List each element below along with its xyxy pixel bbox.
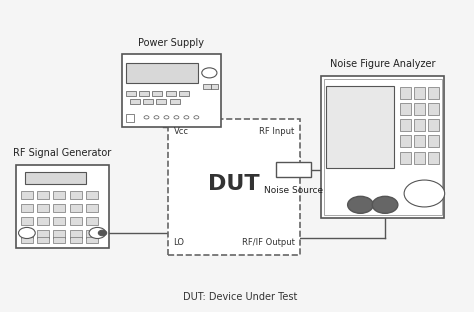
Bar (86, 204, 98, 212)
Bar (400, 152, 411, 164)
Bar (400, 87, 411, 99)
Text: Power Supply: Power Supply (138, 38, 204, 48)
Circle shape (154, 116, 159, 119)
Bar (86, 191, 98, 199)
Bar (428, 152, 439, 164)
Bar (203, 84, 211, 89)
Bar (324, 79, 442, 215)
Text: RF Signal Generator: RF Signal Generator (13, 149, 112, 158)
Bar (326, 86, 393, 168)
Bar (180, 90, 190, 96)
Bar (70, 237, 82, 243)
Bar (170, 99, 180, 104)
Bar (211, 84, 218, 89)
Circle shape (174, 116, 179, 119)
Bar (54, 230, 65, 238)
Bar (414, 103, 425, 115)
Circle shape (164, 116, 169, 119)
Bar (414, 152, 425, 164)
Bar (276, 163, 310, 177)
Bar (21, 237, 33, 243)
Bar (126, 90, 136, 96)
Text: RF/IF Output: RF/IF Output (242, 238, 295, 247)
Bar (86, 217, 98, 225)
Bar (70, 217, 82, 225)
Bar (400, 119, 411, 131)
Bar (21, 230, 33, 238)
Bar (54, 204, 65, 212)
Bar (21, 191, 33, 199)
Bar (400, 135, 411, 148)
Bar (153, 90, 163, 96)
Bar (54, 217, 65, 225)
Bar (37, 217, 49, 225)
Bar (400, 103, 411, 115)
Circle shape (89, 227, 106, 238)
Circle shape (194, 116, 199, 119)
Bar (86, 230, 98, 238)
Bar (428, 87, 439, 99)
Bar (121, 54, 221, 127)
Bar (156, 99, 166, 104)
Bar (129, 99, 139, 104)
Bar (428, 119, 439, 131)
Text: Vcc: Vcc (173, 127, 189, 136)
Text: LO: LO (173, 238, 184, 247)
Bar (168, 119, 300, 255)
Text: Noise Source: Noise Source (264, 187, 323, 196)
Bar (37, 230, 49, 238)
Bar (143, 99, 153, 104)
Bar (414, 87, 425, 99)
Bar (21, 204, 33, 212)
Bar (70, 230, 82, 238)
Bar (428, 103, 439, 115)
Bar (126, 63, 199, 83)
Bar (54, 237, 65, 243)
Bar (321, 76, 444, 217)
Circle shape (144, 116, 149, 119)
Circle shape (184, 116, 189, 119)
Bar (428, 135, 439, 148)
Bar (70, 191, 82, 199)
Circle shape (18, 227, 35, 238)
Bar (37, 237, 49, 243)
Bar (54, 191, 65, 199)
Text: RF Input: RF Input (259, 127, 295, 136)
Bar (126, 114, 134, 122)
Text: DUT: DUT (208, 174, 260, 194)
Circle shape (202, 68, 217, 78)
Bar (139, 90, 149, 96)
Bar (21, 217, 33, 225)
Bar (37, 191, 49, 199)
Bar (70, 204, 82, 212)
Bar (16, 165, 109, 248)
Circle shape (372, 196, 398, 213)
Text: DUT: Device Under Test: DUT: Device Under Test (182, 292, 297, 302)
Bar (414, 119, 425, 131)
Circle shape (347, 196, 373, 213)
Bar (26, 172, 86, 183)
Circle shape (404, 180, 445, 207)
Text: Noise Figure Analyzer: Noise Figure Analyzer (330, 59, 435, 69)
Bar (166, 90, 176, 96)
Bar (86, 237, 98, 243)
Circle shape (98, 230, 107, 236)
Bar (37, 204, 49, 212)
Bar (414, 135, 425, 148)
